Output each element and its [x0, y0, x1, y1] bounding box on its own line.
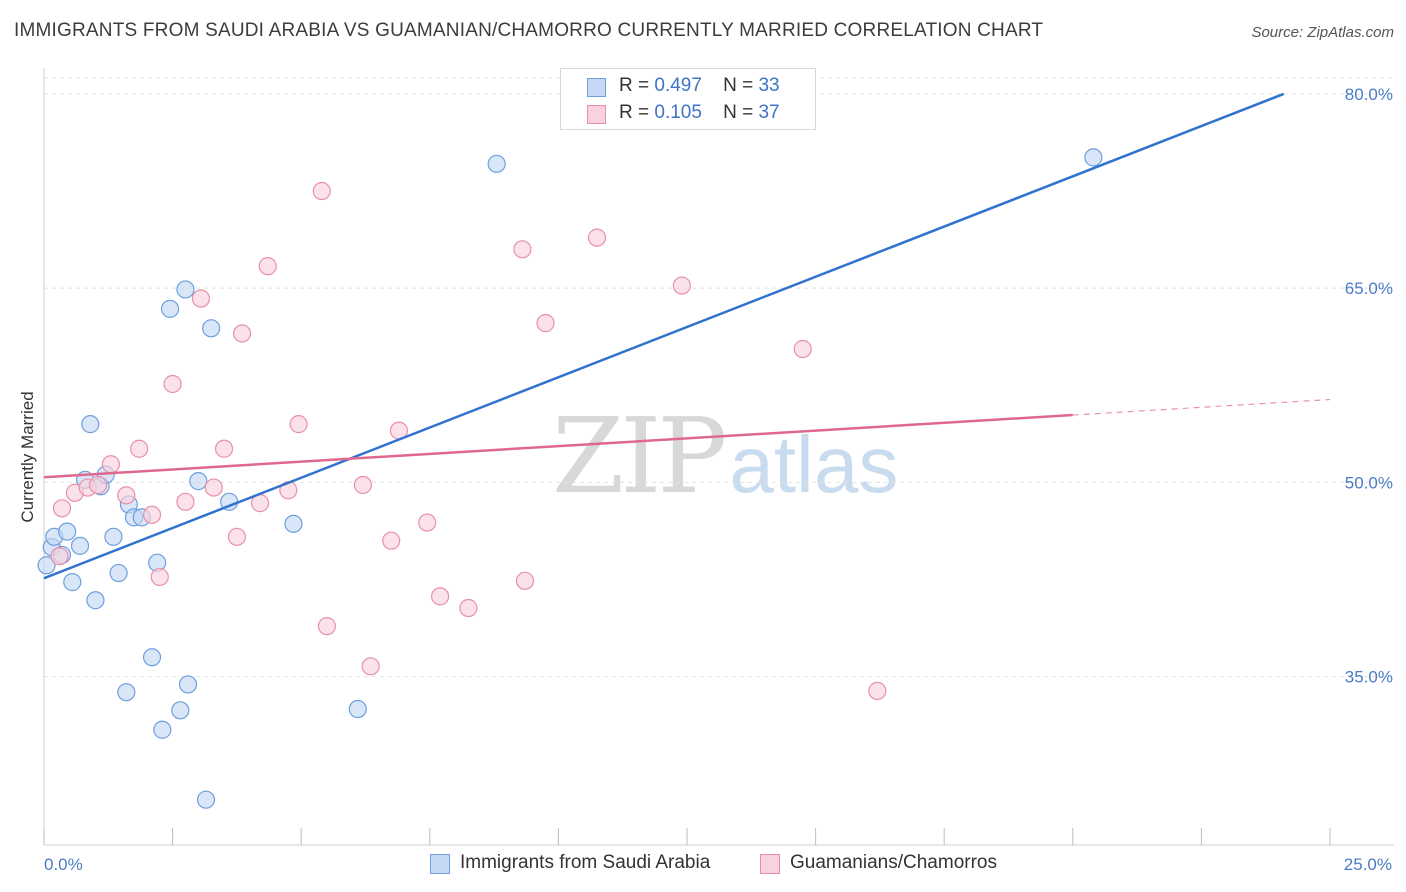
guamanian-data-point	[793, 339, 812, 359]
guamanian-data-point	[258, 257, 277, 276]
n-label: N =	[723, 75, 754, 96]
y-tick-label: 50.0%	[1345, 473, 1393, 492]
guamanian-data-point	[232, 324, 252, 343]
guamanian-data-point	[176, 492, 195, 511]
guamanian-data-point	[117, 486, 136, 505]
saudi-data-point	[153, 720, 172, 739]
saudi-data-point	[81, 415, 100, 434]
saudi-data-point	[86, 591, 105, 610]
x-ticks	[43, 828, 1331, 845]
guamanian-data-point	[515, 571, 535, 590]
saudi-data-point	[37, 556, 56, 575]
y-axis-title: Currently Married	[18, 391, 37, 522]
guamanian-data-point	[353, 475, 373, 495]
guamanian-data-point	[382, 531, 401, 550]
n-value-guamanian: 37	[758, 102, 780, 123]
legend-swatch-blue	[587, 78, 606, 97]
correlation-legend: R = 0.497 N = 33 R = 0.105 N = 37	[560, 68, 816, 130]
guamanian-data-point	[289, 415, 308, 434]
series-swatch-blue	[430, 854, 450, 874]
legend-text-saudi: R = 0.497 N = 33	[619, 75, 780, 97]
guamanian-data-point	[868, 681, 887, 700]
saudi-data-point	[109, 563, 128, 583]
saudi-data-point	[142, 648, 162, 667]
guamanian-data-point	[130, 439, 149, 458]
x-tick-label-max: 25.0%	[1344, 855, 1392, 874]
guamanian-data-point	[50, 547, 69, 566]
guamanian-data-point	[227, 527, 246, 546]
saudi-data-point	[487, 154, 506, 173]
watermark-zip: ZIP	[552, 395, 727, 517]
guamanian-data-point	[418, 513, 437, 532]
gridlines	[44, 77, 1394, 678]
guamanian-data-point	[101, 455, 120, 474]
x-tick-label-min: 0.0%	[44, 855, 83, 874]
r-value-saudi: 0.497	[654, 75, 702, 96]
series-label-guamanian: Guamanians/Chamorros	[790, 852, 997, 873]
legend-swatch-pink	[587, 105, 606, 124]
saudi-data-point	[202, 319, 221, 338]
saudi-data-point	[70, 536, 90, 555]
n-label: N =	[723, 102, 754, 123]
saudi-data-point	[104, 527, 123, 546]
guamanian-data-point	[536, 314, 555, 333]
data-points	[37, 148, 1103, 809]
r-value-guamanian: 0.105	[654, 102, 702, 123]
saudi-data-point	[196, 790, 216, 809]
guamanian-data-point	[150, 567, 169, 587]
saudi-data-point	[1084, 148, 1103, 167]
guamanian-data-point	[312, 181, 331, 201]
guamanian-data-point	[513, 240, 532, 259]
guamanian-data-point	[430, 587, 450, 606]
saudi-data-point	[176, 280, 195, 299]
saudi-data-point	[63, 573, 82, 592]
guamanian-data-point	[361, 657, 380, 676]
legend-text-guamanian: R = 0.105 N = 37	[619, 102, 780, 124]
guamanian-data-point	[88, 475, 108, 495]
guamanian-data-point	[191, 289, 210, 308]
saudi-data-point	[160, 299, 180, 318]
saudi-data-point	[178, 675, 198, 694]
saudi-data-point	[117, 683, 136, 702]
y-tick-label: 65.0%	[1345, 279, 1393, 298]
n-value-saudi: 33	[758, 75, 780, 96]
series-label-saudi: Immigrants from Saudi Arabia	[460, 852, 711, 873]
guamanian-data-point	[587, 228, 607, 247]
saudi-data-point	[58, 522, 77, 541]
saudi-data-point	[348, 699, 367, 719]
guamanian-data-point	[142, 505, 162, 524]
saudi-data-point	[189, 472, 208, 491]
guamanian-data-point	[459, 598, 478, 618]
saudi-trend-line	[43, 92, 1285, 580]
y-tick-label: 80.0%	[1345, 85, 1393, 104]
guamanian-data-point	[163, 374, 182, 394]
guamanian-data-point	[672, 276, 691, 295]
guamanian-data-point	[204, 478, 223, 497]
guamanian-data-point	[317, 617, 337, 636]
saudi-data-point	[284, 514, 303, 533]
source-attribution: Source: ZipAtlas.com	[1251, 24, 1394, 41]
saudi-data-point	[171, 701, 190, 720]
chart-title: IMMIGRANTS FROM SAUDI ARABIA VS GUAMANIA…	[14, 20, 1044, 41]
trend-lines	[43, 92, 1331, 580]
r-label: R =	[619, 75, 650, 96]
r-label: R =	[619, 102, 650, 123]
guamanian-trend-extension	[1072, 398, 1331, 416]
guamanian-trend-line	[43, 413, 1073, 479]
guamanian-data-point	[52, 499, 72, 518]
y-tick-labels: 35.0% 50.0% 65.0% 80.0%	[1345, 85, 1393, 687]
series-swatch-pink	[760, 854, 780, 874]
y-tick-label: 35.0%	[1345, 668, 1393, 687]
guamanian-data-point	[214, 439, 234, 458]
